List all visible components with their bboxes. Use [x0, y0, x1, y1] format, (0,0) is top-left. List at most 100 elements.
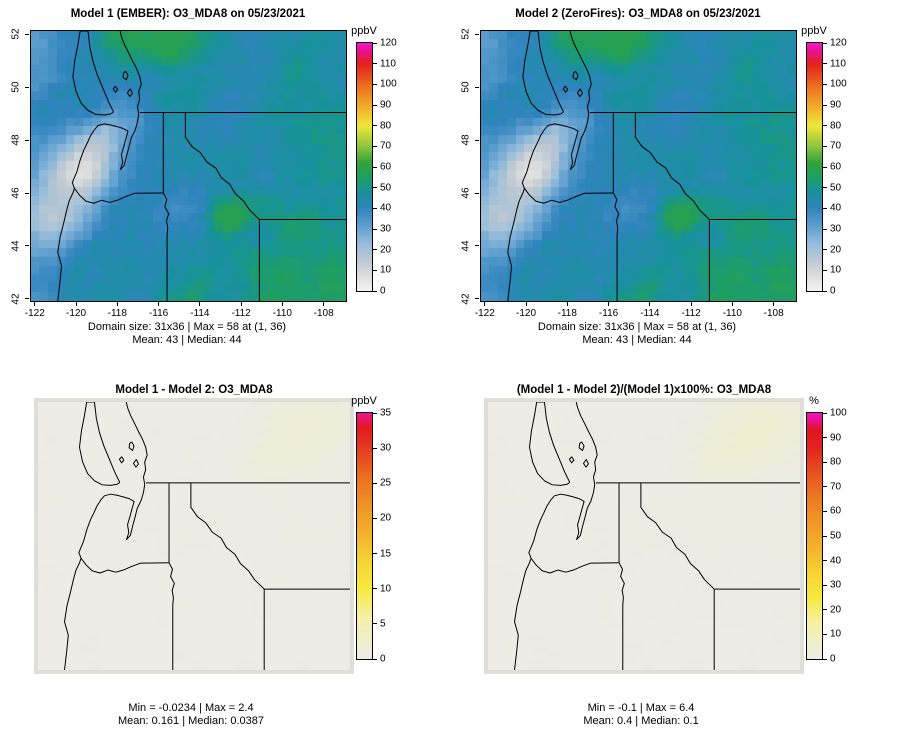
raster-canvas	[481, 31, 796, 301]
state-boundary-line	[508, 31, 591, 301]
x-axis-tick-label: -114	[190, 308, 210, 319]
colorbar-tick-mark	[373, 517, 377, 519]
x-axis-tick-mark	[199, 302, 201, 306]
colorbar-tick-label: 80	[830, 456, 842, 468]
x-axis-tick-label: -118	[107, 308, 127, 319]
colorbar	[806, 412, 823, 660]
state-boundary-line	[58, 31, 141, 301]
map-outline-overlay	[488, 402, 800, 670]
y-axis-tick-label: 50	[460, 81, 472, 93]
stats-line1: Domain size: 31x36 | Max = 58 at (1, 36)	[537, 321, 737, 333]
panel-title: (Model 1 - Model 2)/(Model 1)x100%: O3_M…	[516, 384, 772, 396]
state-boundary-line	[127, 89, 132, 97]
colorbar-tick-mark	[373, 83, 377, 85]
y-axis-tick-mark	[475, 298, 479, 300]
colorbar-tick-mark	[373, 228, 377, 230]
x-axis-tick-label: -120	[66, 308, 87, 319]
panel-title: Model 1 - Model 2: O3_MDA8	[115, 384, 273, 396]
y-axis-tick-label: 48	[460, 134, 472, 146]
x-axis-tick-label: -122	[24, 308, 45, 319]
colorbar-tick-mark	[823, 125, 827, 127]
colorbar-tick-label: 0	[830, 653, 836, 665]
y-axis-tick-label: 46	[10, 187, 22, 199]
colorbar-tick-label: 120	[380, 37, 397, 49]
state-boundary-line	[635, 113, 709, 220]
colorbar-tick-mark	[823, 633, 827, 635]
panel-difference: Model 1 - Model 2: O3_MDA8 ppbV Min = -0…	[0, 376, 450, 752]
y-axis-tick-label: 44	[10, 240, 22, 252]
x-axis-tick-mark	[281, 302, 283, 306]
y-axis-tick-mark	[475, 139, 479, 141]
colorbar-tick-mark	[373, 104, 377, 106]
x-axis-tick-mark	[116, 302, 118, 306]
colorbar-tick-mark	[823, 42, 827, 44]
colorbar-tick-mark	[823, 104, 827, 106]
y-axis-tick-mark	[475, 192, 479, 194]
colorbar-tick-label: 5	[380, 618, 386, 630]
colorbar-tick-label: 50	[830, 182, 842, 194]
colorbar-unit-label: %	[809, 395, 819, 407]
x-axis-tick-label: -114	[640, 308, 660, 319]
colorbar-tick-mark	[823, 609, 827, 611]
colorbar-tick-mark	[373, 166, 377, 168]
state-boundary-line	[577, 89, 582, 97]
y-axis-tick-mark	[475, 86, 479, 88]
colorbar-tick-label: 30	[830, 223, 842, 235]
stats-line2: Mean: 0.161 | Median: 0.0387	[118, 715, 264, 727]
x-axis-tick-mark	[773, 302, 775, 306]
x-axis-tick-mark	[75, 302, 77, 306]
colorbar-tick-label: 60	[830, 505, 842, 517]
y-axis-tick-label: 44	[460, 240, 472, 252]
colorbar-tick-mark	[373, 553, 377, 555]
state-boundary-line	[129, 442, 134, 451]
colorbar-tick-label: 0	[830, 285, 836, 297]
state-boundary-line	[119, 457, 123, 463]
colorbar-tick-mark	[823, 63, 827, 65]
colorbar-tick-mark	[823, 249, 827, 251]
colorbar-tick-label: 110	[380, 58, 396, 70]
y-axis-tick-label: 42	[460, 293, 472, 305]
colorbar-tick-mark	[823, 269, 827, 271]
colorbar-tick-label: 50	[830, 530, 842, 542]
stats-line1: Min = -0.1 | Max = 6.4	[587, 702, 695, 714]
y-axis-tick-label: 52	[10, 28, 22, 40]
colorbar-tick-label: 10	[830, 628, 842, 640]
x-axis-tick-label: -108	[763, 308, 784, 319]
colorbar-tick-label: 90	[380, 99, 392, 111]
colorbar-tick-label: 60	[380, 161, 392, 173]
colorbar-tick-mark	[823, 560, 827, 562]
x-axis-tick-mark	[731, 302, 733, 306]
y-axis-tick-label: 42	[10, 293, 22, 305]
x-axis-tick-label: -116	[598, 308, 619, 319]
x-axis-tick-mark	[34, 302, 36, 306]
stats-text: Min = -0.1 | Max = 6.4 Mean: 0.4 | Media…	[476, 702, 806, 728]
state-boundary-line	[613, 193, 618, 301]
colorbar-tick-label: 100	[830, 78, 847, 90]
state-boundary-line	[531, 558, 619, 573]
state-boundary-line	[191, 483, 264, 589]
y-axis-tick-label: 46	[460, 187, 472, 199]
y-axis-tick-mark	[25, 192, 29, 194]
stats-line1: Domain size: 31x36 | Max = 58 at (1, 36)	[87, 321, 287, 333]
raster-canvas	[31, 31, 346, 301]
stats-text: Domain size: 31x36 | Max = 58 at (1, 36)…	[472, 321, 802, 347]
colorbar-tick-label: 0	[380, 285, 386, 297]
colorbar-tick-mark	[373, 42, 377, 44]
stats-line2: Mean: 43 | Median: 44	[582, 334, 692, 346]
x-axis-tick-mark	[240, 302, 242, 306]
x-axis-tick-mark	[323, 302, 325, 306]
map-plot-area	[480, 30, 797, 302]
colorbar-tick-mark	[823, 207, 827, 209]
state-boundary-line	[579, 442, 584, 451]
colorbar-tick-mark	[373, 623, 377, 625]
y-axis-tick-mark	[25, 298, 29, 300]
colorbar-tick-mark	[823, 437, 827, 439]
colorbar-tick-label: 100	[830, 407, 847, 419]
state-boundary-line	[123, 71, 128, 80]
x-axis-tick-mark	[525, 302, 527, 306]
state-boundary-line	[74, 188, 163, 203]
stats-text: Min = -0.0234 | Max = 2.4 Mean: 0.161 | …	[26, 702, 356, 728]
colorbar-tick-label: 30	[830, 579, 842, 591]
colorbar-tick-label: 35	[380, 407, 392, 419]
panel-percent-difference: (Model 1 - Model 2)/(Model 1)x100%: O3_M…	[450, 376, 900, 752]
